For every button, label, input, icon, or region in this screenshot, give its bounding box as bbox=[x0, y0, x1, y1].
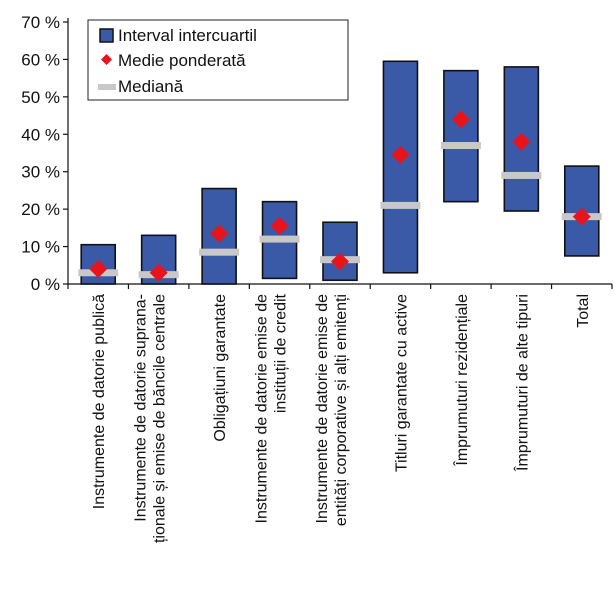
mean-marker bbox=[149, 263, 168, 282]
legend-box bbox=[87, 19, 349, 101]
mean-marker bbox=[210, 224, 229, 243]
category-label-line: ționale și emise de băncile centrale bbox=[152, 294, 169, 543]
y-tick-label: 40 % bbox=[21, 125, 60, 144]
category-label-line: Obligațiuni garantate bbox=[212, 294, 229, 442]
category-label-line: Instrumente de datorie suprana- bbox=[133, 294, 150, 522]
legend: Interval intercuartil Medie ponderată Me… bbox=[87, 19, 349, 101]
mean-marker bbox=[572, 207, 591, 226]
category-label-line: entități corporative și alți emitenți bbox=[333, 294, 350, 526]
median-marker bbox=[380, 201, 421, 209]
category-label-line: Instrumente de datorie emise de bbox=[314, 294, 331, 524]
iqr-box bbox=[382, 60, 419, 274]
iqr-box bbox=[322, 221, 358, 282]
category-label: Titluri garantate cu active bbox=[393, 294, 410, 472]
category-label-line: Instrumente de datorie emise de bbox=[254, 294, 271, 524]
legend-mean-marker bbox=[101, 54, 112, 65]
mean-markers bbox=[89, 110, 591, 282]
category-label-line: Titluri garantate cu active bbox=[393, 294, 410, 472]
y-tick-label: 20 % bbox=[21, 200, 60, 219]
y-tick-label: 30 % bbox=[21, 163, 60, 182]
mean-marker bbox=[391, 145, 410, 164]
category-label-line: Împrumuturi de alte tipuri bbox=[512, 294, 531, 472]
category-label: Instrumente de datorie emise de entități … bbox=[314, 294, 350, 526]
category-label-line: Împrumuturi rezidențiale bbox=[452, 294, 471, 467]
category-label-line: instituții de credit bbox=[273, 293, 290, 413]
y-tick-label: 10 % bbox=[21, 238, 60, 257]
median-marker bbox=[259, 235, 300, 243]
category-label: Instrumente de datorie emise de instituți… bbox=[254, 293, 290, 523]
y-tick-label: 0 % bbox=[31, 275, 60, 294]
y-tick-label: 50 % bbox=[21, 88, 60, 107]
legend-iqr-swatch bbox=[99, 28, 114, 43]
mean-marker bbox=[451, 110, 470, 129]
category-label: Instrumente de datorie publică bbox=[91, 294, 108, 509]
y-tick-label: 70 % bbox=[21, 13, 60, 32]
category-label: Obligațiuni garantate bbox=[212, 294, 229, 442]
legend-iqr-label: Interval intercuartil bbox=[118, 26, 257, 45]
category-label-line: Total bbox=[575, 294, 592, 328]
y-tick-labels: 0 % 10 % 20 % 30 % 40 % 50 % 60 % 70 % bbox=[21, 13, 60, 294]
median-marker bbox=[440, 142, 481, 150]
legend-median-label: Mediană bbox=[118, 77, 184, 96]
mean-marker bbox=[331, 252, 349, 271]
category-label: Total bbox=[575, 294, 592, 328]
mean-marker bbox=[512, 132, 531, 151]
legend-median-swatch bbox=[98, 84, 116, 90]
category-label-line: Instrumente de datorie publică bbox=[91, 294, 108, 509]
legend-mean-label: Medie ponderată bbox=[118, 51, 246, 70]
iqr-box bbox=[443, 69, 479, 203]
median-marker bbox=[199, 248, 240, 256]
category-label: Împrumuturi de alte tipuri bbox=[512, 294, 531, 472]
category-label: Instrumente de datorie suprana-ționale ș… bbox=[133, 294, 169, 543]
category-labels: Instrumente de datorie publică Instrument… bbox=[91, 293, 592, 543]
y-tick-label: 60 % bbox=[21, 50, 60, 69]
median-marker bbox=[501, 171, 542, 179]
category-label: Împrumuturi rezidențiale bbox=[452, 294, 471, 467]
mean-marker bbox=[89, 260, 108, 279]
mean-marker bbox=[270, 216, 289, 235]
